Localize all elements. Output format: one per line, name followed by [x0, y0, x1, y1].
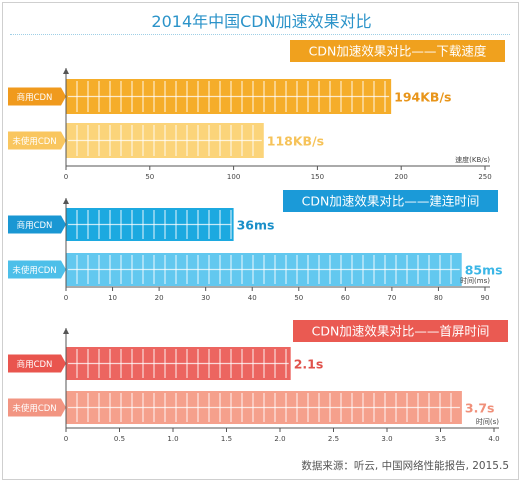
chart1-category-label-2: 未使用CDN	[12, 136, 56, 147]
chart3-category-tag-1	[8, 354, 61, 373]
chart3-tick-label: 2.0	[274, 435, 285, 443]
chart1-x-axis-label: 速度(KB/s)	[455, 155, 490, 164]
chart1-tick-label: 250	[478, 173, 491, 181]
chart2-tick-label: 80	[434, 294, 443, 302]
chart3-tick-label: 3.5	[435, 435, 446, 443]
chart2-value-label-2: 85ms	[465, 263, 503, 278]
chart3-tick-label: 1.5	[221, 435, 232, 443]
chart1-value-label-2: 118KB/s	[267, 134, 324, 149]
chart2-y-axis-arrow	[63, 198, 69, 204]
chart1-category-label-1: 商用CDN	[17, 92, 53, 103]
chart2-category-tag-arrow-2	[61, 260, 66, 279]
chart3-category-tag-arrow-2	[61, 398, 66, 417]
chart2-tick-label: 60	[341, 294, 350, 302]
chart3-value-label-2: 3.7s	[465, 401, 495, 416]
chart1-category-tag-arrow-1	[61, 87, 66, 106]
chart3-value-label-1: 2.1s	[294, 357, 324, 372]
chart3-y-axis-arrow	[63, 328, 69, 334]
chart2-tick-label: 20	[155, 294, 164, 302]
chart1-category-tag-arrow-2	[61, 131, 66, 150]
chart1-banner-title: CDN加速效果对比——下载速度	[309, 44, 487, 59]
title-divider	[10, 34, 510, 35]
chart2-tick-label: 0	[64, 294, 68, 302]
chart1-category-tag-2	[8, 131, 61, 150]
chart2-category-label-2: 未使用CDN	[12, 265, 56, 276]
chart1-tick-label: 200	[395, 173, 408, 181]
chart2-tick-label: 70	[387, 294, 396, 302]
chart3-tick-label: 1.0	[167, 435, 178, 443]
chart3-category-tag-arrow-1	[61, 354, 66, 373]
main-title: 2014年中国CDN加速效果对比	[151, 12, 372, 31]
chart2-category-tag-1	[8, 215, 61, 234]
chart1-tick-label: 100	[227, 173, 240, 181]
chart1-category-tag-1	[8, 87, 61, 106]
chart3-tick-label: 2.5	[328, 435, 339, 443]
chart2-category-tag-2	[8, 260, 61, 279]
chart2-tick-label: 40	[248, 294, 257, 302]
chart3-category-tag-2	[8, 398, 61, 417]
chart1-value-label-1: 194KB/s	[394, 90, 451, 105]
chart3-banner-title: CDN加速效果对比——首屏时间	[312, 324, 490, 339]
chart1-tick-label: 150	[311, 173, 324, 181]
chart2-tick-label: 10	[108, 294, 117, 302]
chart1-tick-label: 50	[145, 173, 154, 181]
chart2-category-tag-arrow-1	[61, 215, 66, 234]
chart3-tick-label: 0.5	[114, 435, 125, 443]
chart3-banner	[293, 320, 508, 342]
chart1-y-axis-arrow	[63, 68, 69, 74]
chart2-banner	[283, 190, 498, 212]
chart3-category-label-2: 未使用CDN	[12, 403, 56, 414]
chart2-x-axis-label: 时间(ms)	[460, 276, 490, 285]
chart3-x-axis-label: 时间(s)	[476, 417, 499, 426]
chart2-category-label-1: 商用CDN	[17, 220, 53, 231]
chart2-banner-title: CDN加速效果对比——建连时间	[302, 194, 480, 209]
chart1-tick-label: 0	[64, 173, 68, 181]
chart2-tick-label: 90	[481, 294, 490, 302]
chart3-tick-label: 0	[64, 435, 68, 443]
chart2-tick-label: 50	[294, 294, 303, 302]
chart3-tick-label: 3.0	[381, 435, 392, 443]
source-note: 数据来源：听云, 中国网络性能报告, 2015.5	[301, 460, 509, 472]
chart2-tick-label: 30	[201, 294, 210, 302]
chart3-tick-label: 4.0	[488, 435, 499, 443]
chart1-banner	[290, 40, 505, 62]
chart3-category-label-1: 商用CDN	[17, 359, 53, 370]
chart2-value-label-1: 36ms	[237, 218, 275, 233]
